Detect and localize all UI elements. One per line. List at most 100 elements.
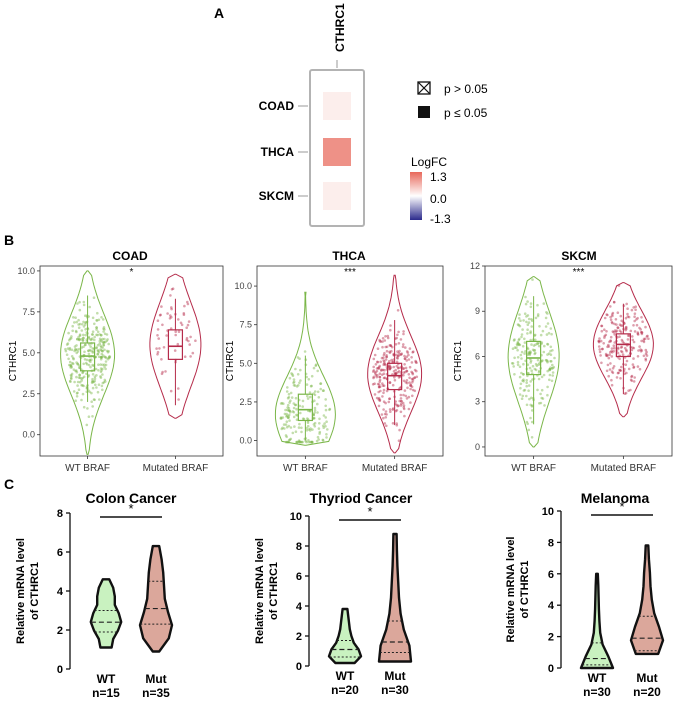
data-point (530, 409, 534, 412)
data-point (404, 366, 408, 370)
data-point (645, 354, 649, 357)
data-point (402, 373, 405, 377)
data-point (91, 316, 95, 320)
data-point (188, 343, 191, 346)
data-point (533, 348, 537, 352)
data-point (542, 302, 546, 305)
data-point (81, 371, 85, 374)
data-point (537, 377, 541, 381)
data-point (403, 357, 407, 361)
data-point (529, 302, 533, 305)
data-point (616, 326, 620, 330)
data-point (307, 378, 311, 381)
data-point (88, 359, 91, 362)
data-point (93, 377, 97, 381)
data-point (526, 363, 530, 367)
data-point (382, 384, 386, 388)
data-point (629, 388, 632, 392)
data-point (71, 362, 75, 366)
data-point (280, 417, 283, 420)
data-point (88, 348, 92, 352)
data-point (72, 356, 75, 360)
data-point (381, 340, 384, 343)
data-point (69, 366, 72, 369)
data-point (306, 397, 310, 400)
data-point (388, 367, 392, 371)
data-point (533, 367, 537, 371)
data-point (307, 439, 310, 442)
data-point (72, 357, 75, 361)
data-point (84, 343, 87, 347)
data-point (103, 365, 106, 369)
data-point (404, 370, 407, 374)
data-point (415, 375, 419, 379)
data-point (511, 347, 515, 351)
data-point (613, 322, 616, 326)
data-point (415, 361, 418, 365)
data-point (526, 300, 529, 303)
data-point (404, 381, 408, 384)
data-point (107, 349, 110, 353)
data-point (182, 312, 186, 315)
plot-title: THCA (332, 249, 366, 263)
data-point (530, 343, 533, 346)
data-point (524, 302, 528, 306)
sample-size-label: n=30 (583, 685, 611, 699)
data-point (99, 355, 103, 359)
data-point (382, 400, 386, 404)
data-point (625, 302, 628, 306)
data-point (93, 375, 97, 379)
data-point (608, 368, 612, 371)
data-point (612, 349, 615, 353)
data-point (636, 331, 640, 334)
data-point (95, 319, 98, 322)
data-point (70, 366, 73, 369)
data-point (515, 346, 518, 350)
data-point (525, 320, 528, 324)
y-tick-label: 0.0 (22, 430, 35, 440)
data-point (529, 330, 532, 333)
data-point (521, 328, 524, 331)
data-point (288, 401, 291, 404)
data-point (285, 440, 289, 444)
data-point (625, 359, 629, 363)
data-point (396, 357, 399, 360)
data-point (549, 349, 552, 353)
data-point (633, 319, 636, 323)
data-point (100, 355, 104, 359)
data-point (519, 382, 523, 386)
data-point (546, 359, 549, 363)
data-point (299, 411, 302, 415)
data-point (609, 350, 612, 354)
data-point (548, 368, 551, 371)
box (167, 329, 184, 360)
data-point (296, 440, 299, 444)
data-point (625, 325, 628, 329)
data-point (397, 342, 401, 345)
data-point (281, 416, 285, 419)
data-point (279, 417, 283, 420)
data-point (300, 440, 304, 444)
data-point (618, 329, 622, 333)
data-point (544, 358, 548, 362)
data-point (158, 314, 162, 317)
data-point (164, 370, 167, 373)
data-point (372, 369, 376, 372)
significance-label: *** (573, 267, 585, 278)
data-point (71, 329, 74, 333)
data-point (381, 382, 384, 385)
data-point (407, 373, 411, 376)
data-point (156, 328, 160, 331)
data-point (294, 396, 298, 400)
data-point (388, 367, 391, 371)
data-point (519, 353, 523, 357)
box (297, 393, 313, 422)
y-axis-label-line2: of CTHRC1 (519, 560, 531, 618)
data-point (98, 398, 101, 401)
data-point (65, 343, 69, 346)
data-point (287, 424, 291, 428)
data-point (395, 353, 398, 357)
data-point (614, 318, 618, 321)
data-point (395, 403, 399, 407)
data-point (319, 382, 322, 386)
